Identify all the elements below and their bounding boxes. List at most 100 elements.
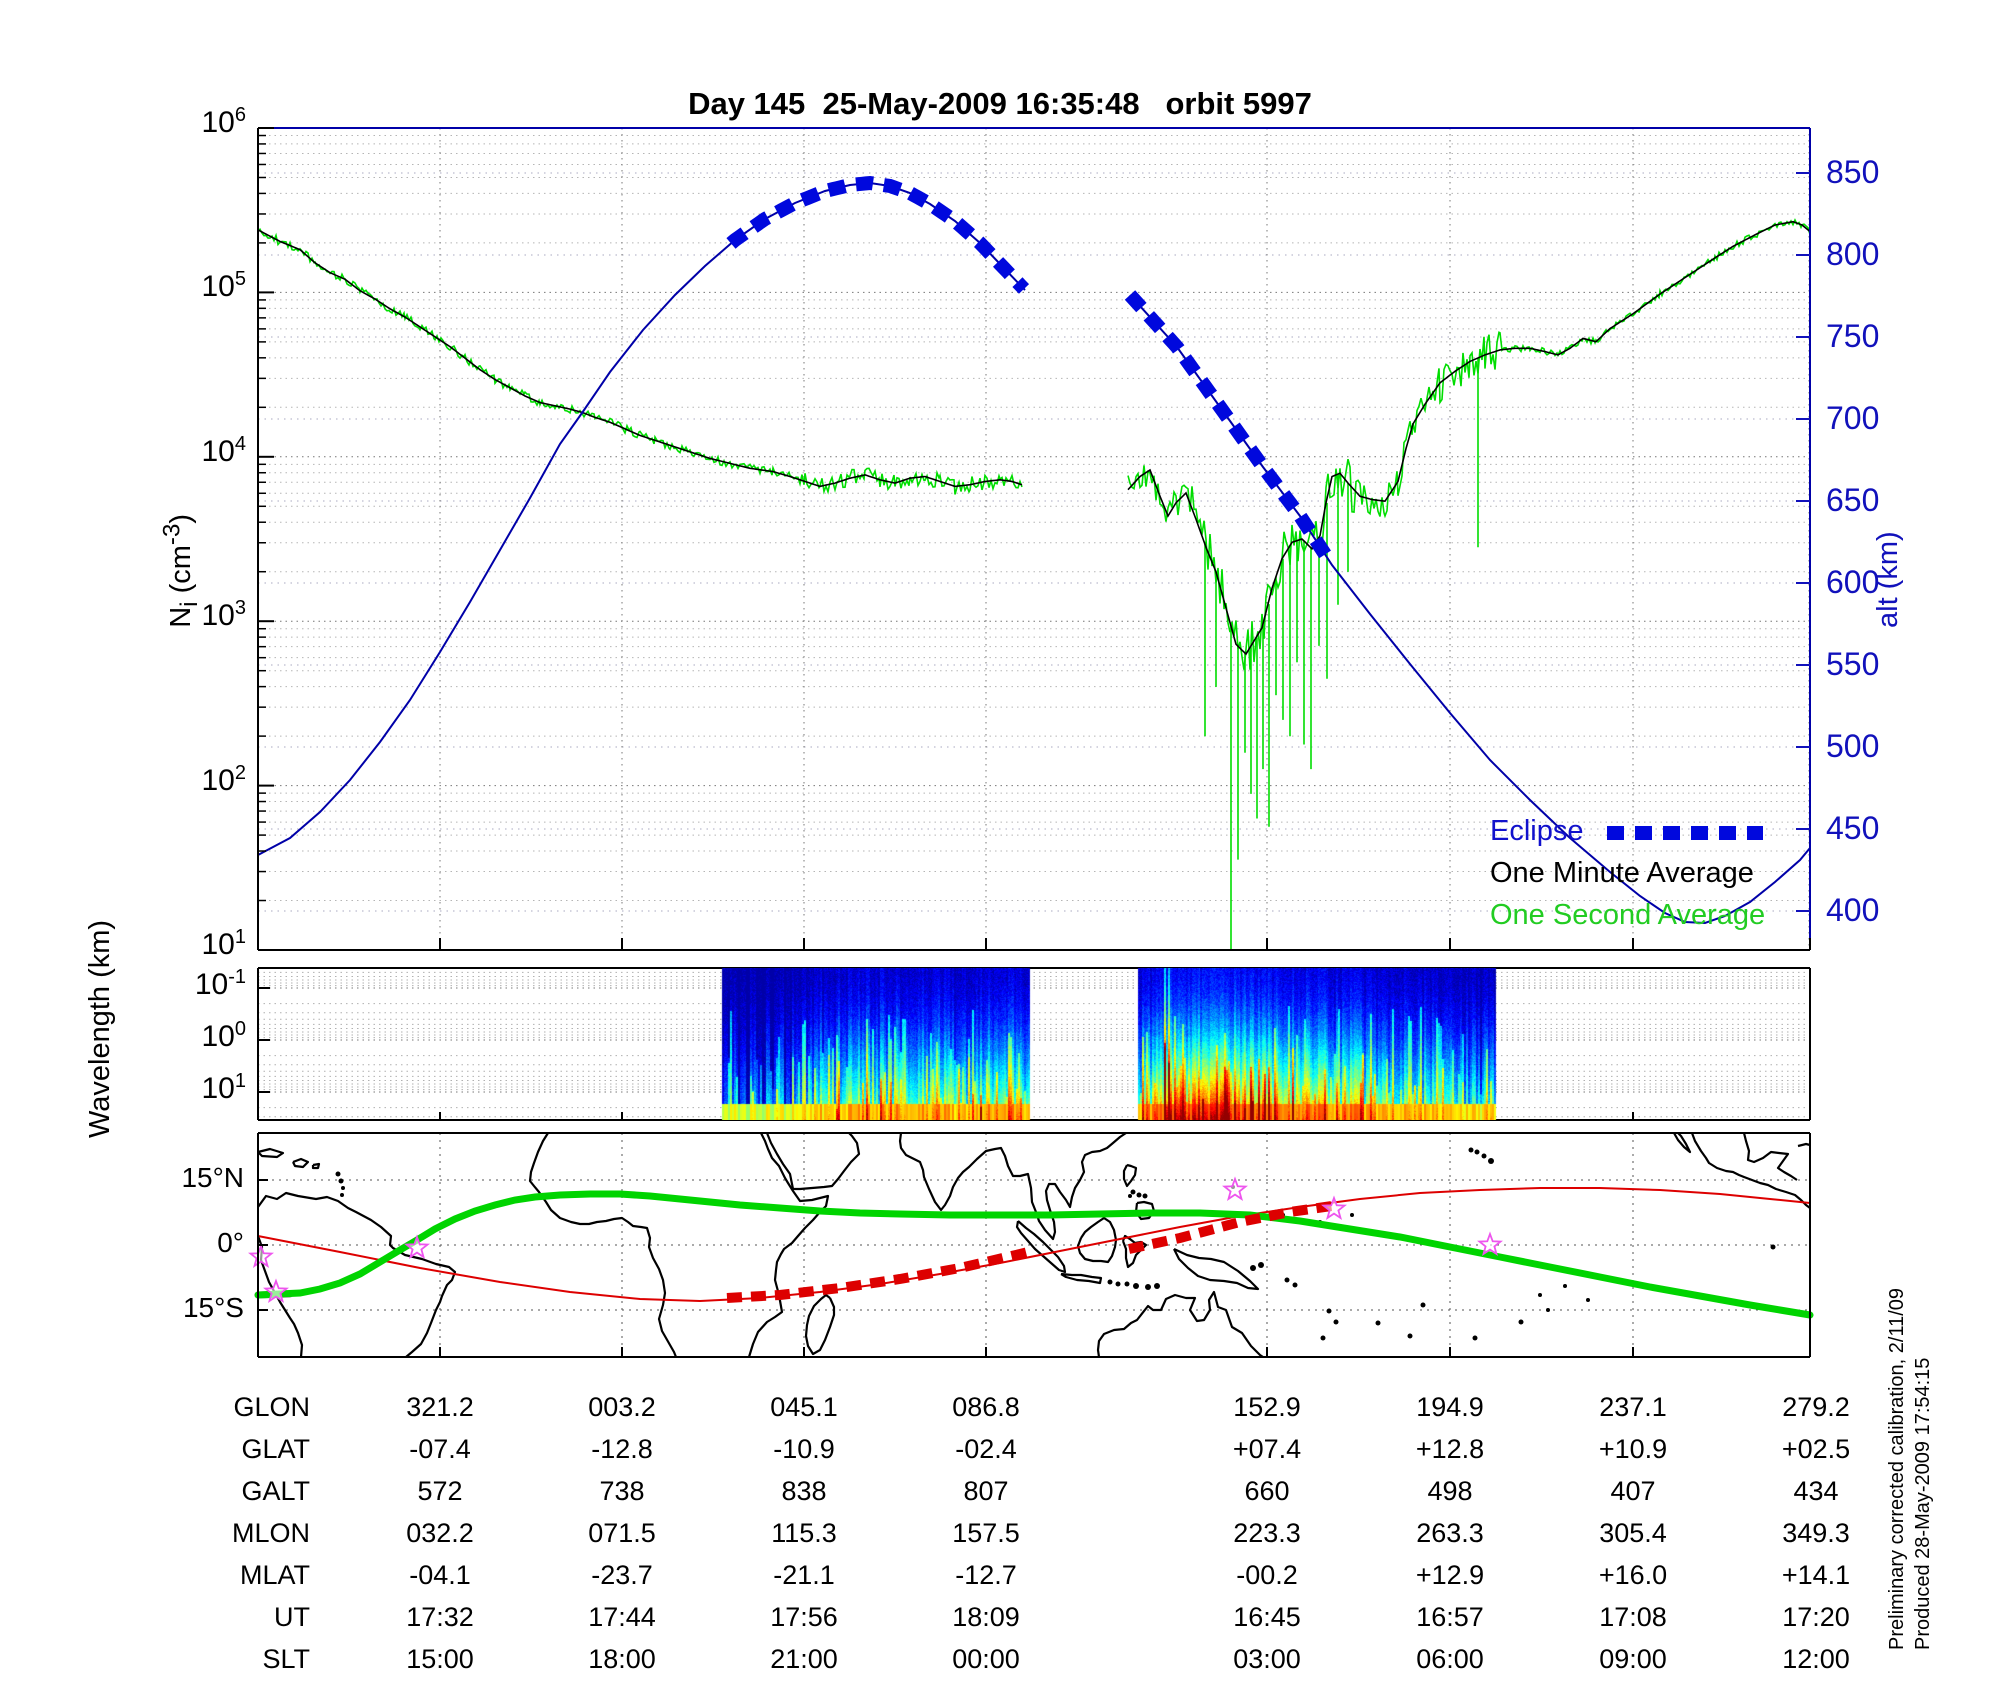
alt-tick-label: 550 xyxy=(1826,646,1880,682)
island xyxy=(1115,1281,1121,1287)
island xyxy=(1375,1320,1381,1326)
island xyxy=(1472,1335,1478,1341)
table-cell: +02.5 xyxy=(1781,1434,1851,1464)
island xyxy=(1420,1302,1426,1308)
minute-average-curve xyxy=(1127,220,1811,656)
star-marker xyxy=(1222,1176,1248,1201)
sidebar-calibration-note: Preliminary corrected calibration, 2/11/… xyxy=(1886,1287,1908,1650)
table-cell: -10.9 xyxy=(773,1434,835,1464)
coastline xyxy=(292,1157,310,1169)
island xyxy=(1350,1213,1354,1217)
table-cell: 12:00 xyxy=(1782,1644,1850,1674)
alt-tick-label: 500 xyxy=(1826,728,1880,764)
island xyxy=(1124,1281,1130,1287)
alt-tick-label: 850 xyxy=(1826,154,1880,190)
island xyxy=(338,1178,344,1184)
table-cell: 157.5 xyxy=(952,1518,1020,1548)
second-average-curve xyxy=(257,227,1023,495)
ni-tick-label: 101 xyxy=(201,926,247,961)
table-row-label: GLON xyxy=(233,1392,310,1422)
table-cell: 838 xyxy=(781,1476,827,1506)
sidebar-produced-note: Produced 28-May-2009 17:54:15 xyxy=(1912,1357,1934,1650)
table-row-label: GLAT xyxy=(241,1434,310,1464)
island xyxy=(1333,1319,1339,1325)
island xyxy=(340,1193,344,1197)
table-cell: 17:20 xyxy=(1782,1602,1850,1632)
ni-tick-label: 106 xyxy=(201,104,247,139)
legend-second-label: One Second Average xyxy=(1490,899,1766,931)
table-cell: 17:08 xyxy=(1599,1602,1667,1632)
island xyxy=(1258,1262,1264,1268)
coastline xyxy=(311,1162,321,1170)
legend-eclipse-label: Eclipse xyxy=(1490,815,1584,847)
legend-eclipse-dash-swatch xyxy=(1607,826,1763,840)
table-cell: 032.2 xyxy=(406,1518,474,1548)
wavelength-tick-label: 100 xyxy=(201,1018,247,1053)
legend-minute-label: One Minute Average xyxy=(1490,857,1754,889)
island xyxy=(1468,1147,1474,1153)
ni-tick-label: 104 xyxy=(201,432,247,468)
table-cell: 305.4 xyxy=(1599,1518,1667,1548)
table-row-label: UT xyxy=(274,1602,310,1632)
minute-average-curve xyxy=(257,229,1023,488)
ni-tick-label: 103 xyxy=(201,597,247,633)
table-cell: +14.1 xyxy=(1781,1560,1851,1590)
coastline xyxy=(257,1147,285,1159)
table-row-label: MLAT xyxy=(239,1560,310,1590)
table-cell: 572 xyxy=(417,1476,463,1506)
coastline xyxy=(1673,1132,1692,1154)
table-cell: +10.9 xyxy=(1598,1434,1668,1464)
wavelength-tick-label: 10-1 xyxy=(194,966,246,1001)
coastline xyxy=(1076,1216,1118,1264)
table-cell: -07.4 xyxy=(409,1434,471,1464)
table-cell: 434 xyxy=(1793,1476,1839,1506)
island xyxy=(1284,1277,1290,1283)
table-cell: -02.4 xyxy=(955,1434,1017,1464)
table-cell: -12.8 xyxy=(591,1434,653,1464)
magnetic-equator-line xyxy=(257,1187,1811,1303)
ion-density-panel xyxy=(257,127,1811,951)
apex-track-dashed xyxy=(726,1246,1034,1303)
island xyxy=(1474,1149,1480,1155)
coastline xyxy=(765,1132,861,1191)
map-lat-label: 15°S xyxy=(182,1292,244,1323)
table-cell: -04.1 xyxy=(409,1560,471,1590)
island xyxy=(1145,1284,1151,1290)
island xyxy=(1142,1193,1148,1199)
alt-tick-label: 600 xyxy=(1826,564,1880,600)
map-bg xyxy=(258,1133,1810,1357)
island xyxy=(1136,1192,1142,1198)
island xyxy=(1770,1244,1776,1250)
table-cell: 03:00 xyxy=(1233,1644,1301,1674)
coastline xyxy=(898,1132,1127,1241)
table-cell: +12.8 xyxy=(1415,1434,1485,1464)
table-cell: 498 xyxy=(1427,1476,1473,1506)
table-cell: 152.9 xyxy=(1233,1392,1301,1422)
coastline xyxy=(1060,1272,1103,1285)
table-cell: 06:00 xyxy=(1416,1644,1484,1674)
alt-tick-label: 400 xyxy=(1826,892,1880,928)
table-cell: -23.7 xyxy=(591,1560,653,1590)
coastline xyxy=(1015,1220,1067,1274)
table-row-label: GALT xyxy=(241,1476,310,1506)
table-cell: 18:09 xyxy=(952,1602,1020,1632)
coastline xyxy=(1742,1132,1798,1181)
table-cell: 660 xyxy=(1244,1476,1290,1506)
alt-tick-label: 700 xyxy=(1826,400,1880,436)
star-marker xyxy=(404,1234,430,1259)
table-cell: 407 xyxy=(1610,1476,1656,1506)
island xyxy=(341,1186,345,1190)
alt-tick-label: 450 xyxy=(1826,810,1880,846)
table-cell: 237.1 xyxy=(1599,1392,1667,1422)
altitude-curve xyxy=(1129,294,1811,925)
table-row-label: SLT xyxy=(262,1644,310,1674)
table-cell: 071.5 xyxy=(588,1518,656,1548)
island xyxy=(1563,1284,1567,1288)
page-title: Day 145 25-May-2009 16:35:48 orbit 5997 xyxy=(688,86,1312,121)
table-cell: +07.4 xyxy=(1232,1434,1302,1464)
island xyxy=(1130,1189,1136,1195)
table-cell: 21:00 xyxy=(770,1644,838,1674)
table-cell: 17:44 xyxy=(588,1602,656,1632)
island xyxy=(1488,1158,1494,1164)
